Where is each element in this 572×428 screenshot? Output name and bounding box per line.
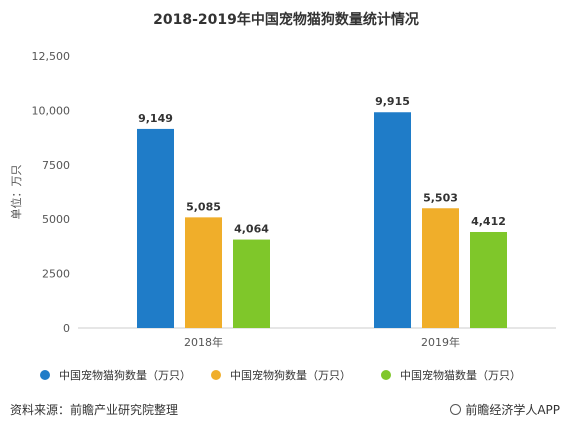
bar <box>422 208 459 328</box>
y-tick-label: 7500 <box>42 159 70 172</box>
brand-logo-icon <box>450 404 462 415</box>
x-axis-ticks: 2018年 2019年 <box>184 335 460 349</box>
bar <box>470 231 507 328</box>
legend-item-dogs: 中国宠物狗数量（万只） <box>211 367 351 383</box>
chart-title: 2018-2019年中国宠物猫狗数量统计情况 <box>153 12 419 28</box>
source-note: 资料来源：前瞻产业研究院整理 <box>10 403 179 417</box>
legend-label: 中国宠物猫狗数量（万只） <box>59 369 191 382</box>
data-label: 9,149 <box>138 112 173 125</box>
legend-label: 中国宠物狗数量（万只） <box>230 369 351 382</box>
data-label: 4,412 <box>471 215 506 228</box>
x-tick-label: 2019年 <box>421 335 460 349</box>
brand-name: 前瞻经济学人APP <box>465 403 560 417</box>
y-tick-label: 2500 <box>42 268 70 281</box>
legend-swatch-icon <box>381 370 391 380</box>
y-tick-label: 10,000 <box>32 104 71 117</box>
legend-item-cats-dogs: 中国宠物猫狗数量（万只） <box>40 367 191 383</box>
bar <box>185 217 222 328</box>
y-tick-label: 5000 <box>42 213 70 226</box>
x-tick-label: 2018年 <box>184 335 223 349</box>
legend-item-cats: 中国宠物猫数量（万只） <box>381 367 521 383</box>
bar <box>374 112 411 328</box>
data-label: 4,064 <box>234 223 269 236</box>
bar <box>137 128 174 328</box>
data-label: 5,503 <box>423 191 458 204</box>
legend: 中国宠物猫狗数量（万只） 中国宠物狗数量（万只） 中国宠物猫数量（万只） <box>0 367 572 387</box>
data-label: 9,915 <box>375 95 410 108</box>
legend-swatch-icon <box>40 370 50 380</box>
y-axis: 0 2500 5000 7500 10,000 12,500 <box>32 50 71 335</box>
bar <box>233 239 270 328</box>
data-label: 5,085 <box>186 200 221 213</box>
legend-label: 中国宠物猫数量（万只） <box>400 369 521 382</box>
y-tick-label: 12,500 <box>32 50 71 63</box>
brand-credit: 前瞻经济学人APP <box>450 401 560 418</box>
bars: 9,149 5,085 4,064 9,915 5,503 4,412 <box>137 95 507 328</box>
legend-swatch-icon <box>211 370 221 380</box>
y-axis-label: 单位：万只 <box>9 165 23 220</box>
y-tick-label: 0 <box>63 322 70 335</box>
